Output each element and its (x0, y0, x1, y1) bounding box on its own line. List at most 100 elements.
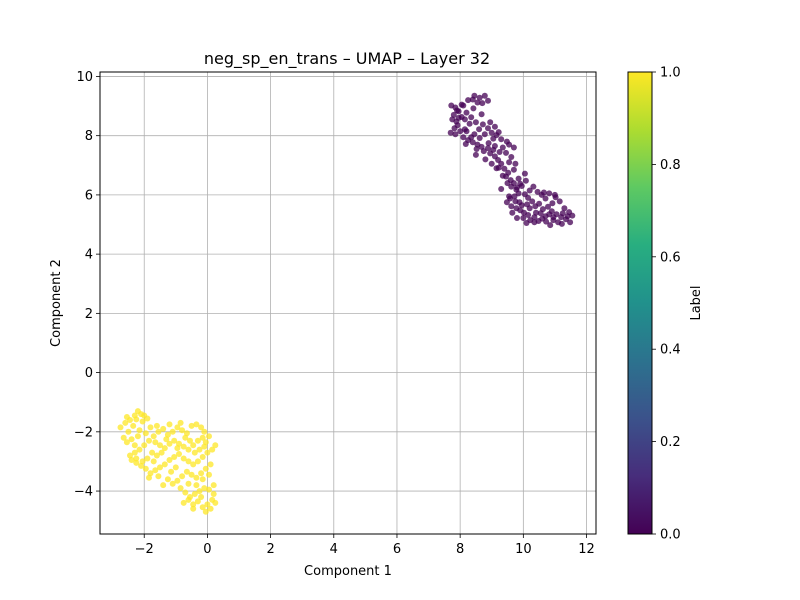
data-point-label-0 (469, 96, 476, 103)
data-point-label-1 (144, 455, 151, 462)
data-point-label-0 (537, 210, 544, 217)
data-point-label-0 (512, 160, 519, 167)
data-point-label-0 (509, 209, 516, 216)
data-point-label-1 (202, 465, 209, 472)
data-point-label-1 (161, 461, 168, 468)
x-tick-label: 10 (515, 542, 532, 557)
data-point-label-1 (182, 489, 189, 496)
data-point-label-0 (503, 199, 510, 206)
data-point-label-1 (196, 488, 203, 495)
data-point-label-0 (516, 199, 523, 206)
data-point-label-1 (139, 458, 146, 465)
data-point-label-1 (146, 437, 152, 444)
y-tick-label: 10 (76, 70, 93, 85)
data-point-label-0 (546, 190, 553, 197)
data-point-label-0 (520, 215, 527, 221)
data-point-label-1 (155, 473, 162, 480)
data-point-label-1 (120, 434, 127, 441)
x-axis-ticks: −2 0 2 4 6 8 10 12 (135, 534, 595, 557)
data-point-label-1 (160, 482, 167, 489)
data-point-label-1 (187, 437, 193, 444)
data-point-label-0 (472, 119, 479, 126)
data-point-label-1 (123, 414, 130, 420)
data-point-label-1 (193, 474, 200, 481)
data-point-label-0 (499, 172, 506, 179)
data-point-label-1 (179, 427, 186, 434)
data-point-label-0 (498, 186, 505, 192)
data-point-label-1 (193, 421, 200, 428)
chart-title: neg_sp_en_trans – UMAP – Layer 32 (204, 49, 490, 69)
data-point-label-1 (198, 424, 205, 431)
colorbar-gradient (627, 71, 653, 535)
data-point-label-1 (146, 474, 152, 481)
data-point-label-1 (185, 458, 192, 465)
data-point-label-1 (158, 449, 165, 456)
data-point-label-1 (131, 442, 138, 449)
data-point-label-1 (190, 501, 197, 508)
y-axis-ticks: −4 −2 0 2 4 6 8 10 (74, 70, 100, 500)
data-point-label-1 (171, 437, 178, 444)
y-tick-label: 2 (85, 307, 93, 322)
data-point-label-1 (204, 501, 211, 508)
data-point-label-1 (180, 499, 187, 506)
data-point-label-0 (556, 198, 563, 205)
data-point-label-1 (183, 468, 190, 475)
data-point-label-1 (180, 443, 187, 450)
data-point-label-1 (174, 424, 181, 431)
data-point-label-0 (547, 222, 554, 229)
data-point-label-1 (190, 442, 197, 449)
data-point-label-1 (131, 449, 138, 456)
data-point-label-1 (171, 454, 178, 460)
data-point-label-0 (480, 148, 487, 155)
data-point-label-1 (199, 434, 206, 441)
data-point-label-0 (479, 100, 486, 107)
data-point-label-1 (123, 439, 130, 446)
data-point-label-1 (133, 459, 140, 466)
data-point-label-1 (160, 425, 167, 432)
x-tick-label: 0 (203, 542, 211, 557)
x-tick-label: 2 (266, 542, 274, 557)
data-point-label-0 (476, 135, 483, 141)
scatter-points (117, 92, 576, 515)
data-point-label-1 (185, 496, 192, 503)
data-point-label-0 (515, 175, 522, 182)
data-point-label-1 (142, 465, 149, 472)
data-point-label-1 (174, 445, 181, 452)
data-point-label-0 (546, 211, 553, 218)
data-point-label-1 (201, 485, 208, 492)
data-point-label-1 (198, 470, 205, 477)
colorbar-tick-label: 0.2 (660, 435, 681, 450)
data-point-label-0 (465, 97, 472, 104)
data-point-label-0 (469, 139, 476, 146)
data-point-label-1 (210, 482, 217, 489)
data-point-label-1 (163, 436, 170, 443)
data-point-label-1 (194, 437, 201, 444)
data-point-label-1 (206, 433, 212, 440)
colorbar: 0.0 0.2 0.4 0.6 0.8 1.0 Label (627, 66, 704, 543)
data-point-label-1 (191, 449, 198, 456)
colorbar-tick-label: 0.8 (660, 158, 681, 173)
data-point-label-1 (191, 491, 198, 497)
data-point-label-0 (506, 141, 513, 148)
data-point-label-1 (166, 440, 173, 447)
data-point-label-1 (139, 418, 146, 425)
data-point-label-0 (499, 144, 506, 151)
data-point-label-0 (488, 160, 495, 167)
y-tick-label: −4 (74, 485, 93, 500)
data-point-label-0 (458, 101, 465, 108)
data-point-label-1 (201, 443, 208, 450)
data-point-label-1 (172, 464, 179, 471)
data-point-label-1 (201, 428, 208, 435)
data-point-label-0 (523, 220, 530, 226)
data-point-label-0 (545, 203, 551, 210)
y-tick-label: −2 (74, 425, 93, 440)
data-point-label-0 (482, 156, 489, 163)
data-point-label-0 (495, 129, 502, 136)
data-point-label-1 (209, 446, 216, 453)
data-point-label-1 (166, 421, 173, 428)
y-tick-label: 4 (85, 248, 93, 263)
data-point-label-1 (207, 505, 214, 512)
colorbar-tick-label: 0.0 (660, 528, 681, 543)
grid-lines (100, 72, 596, 534)
